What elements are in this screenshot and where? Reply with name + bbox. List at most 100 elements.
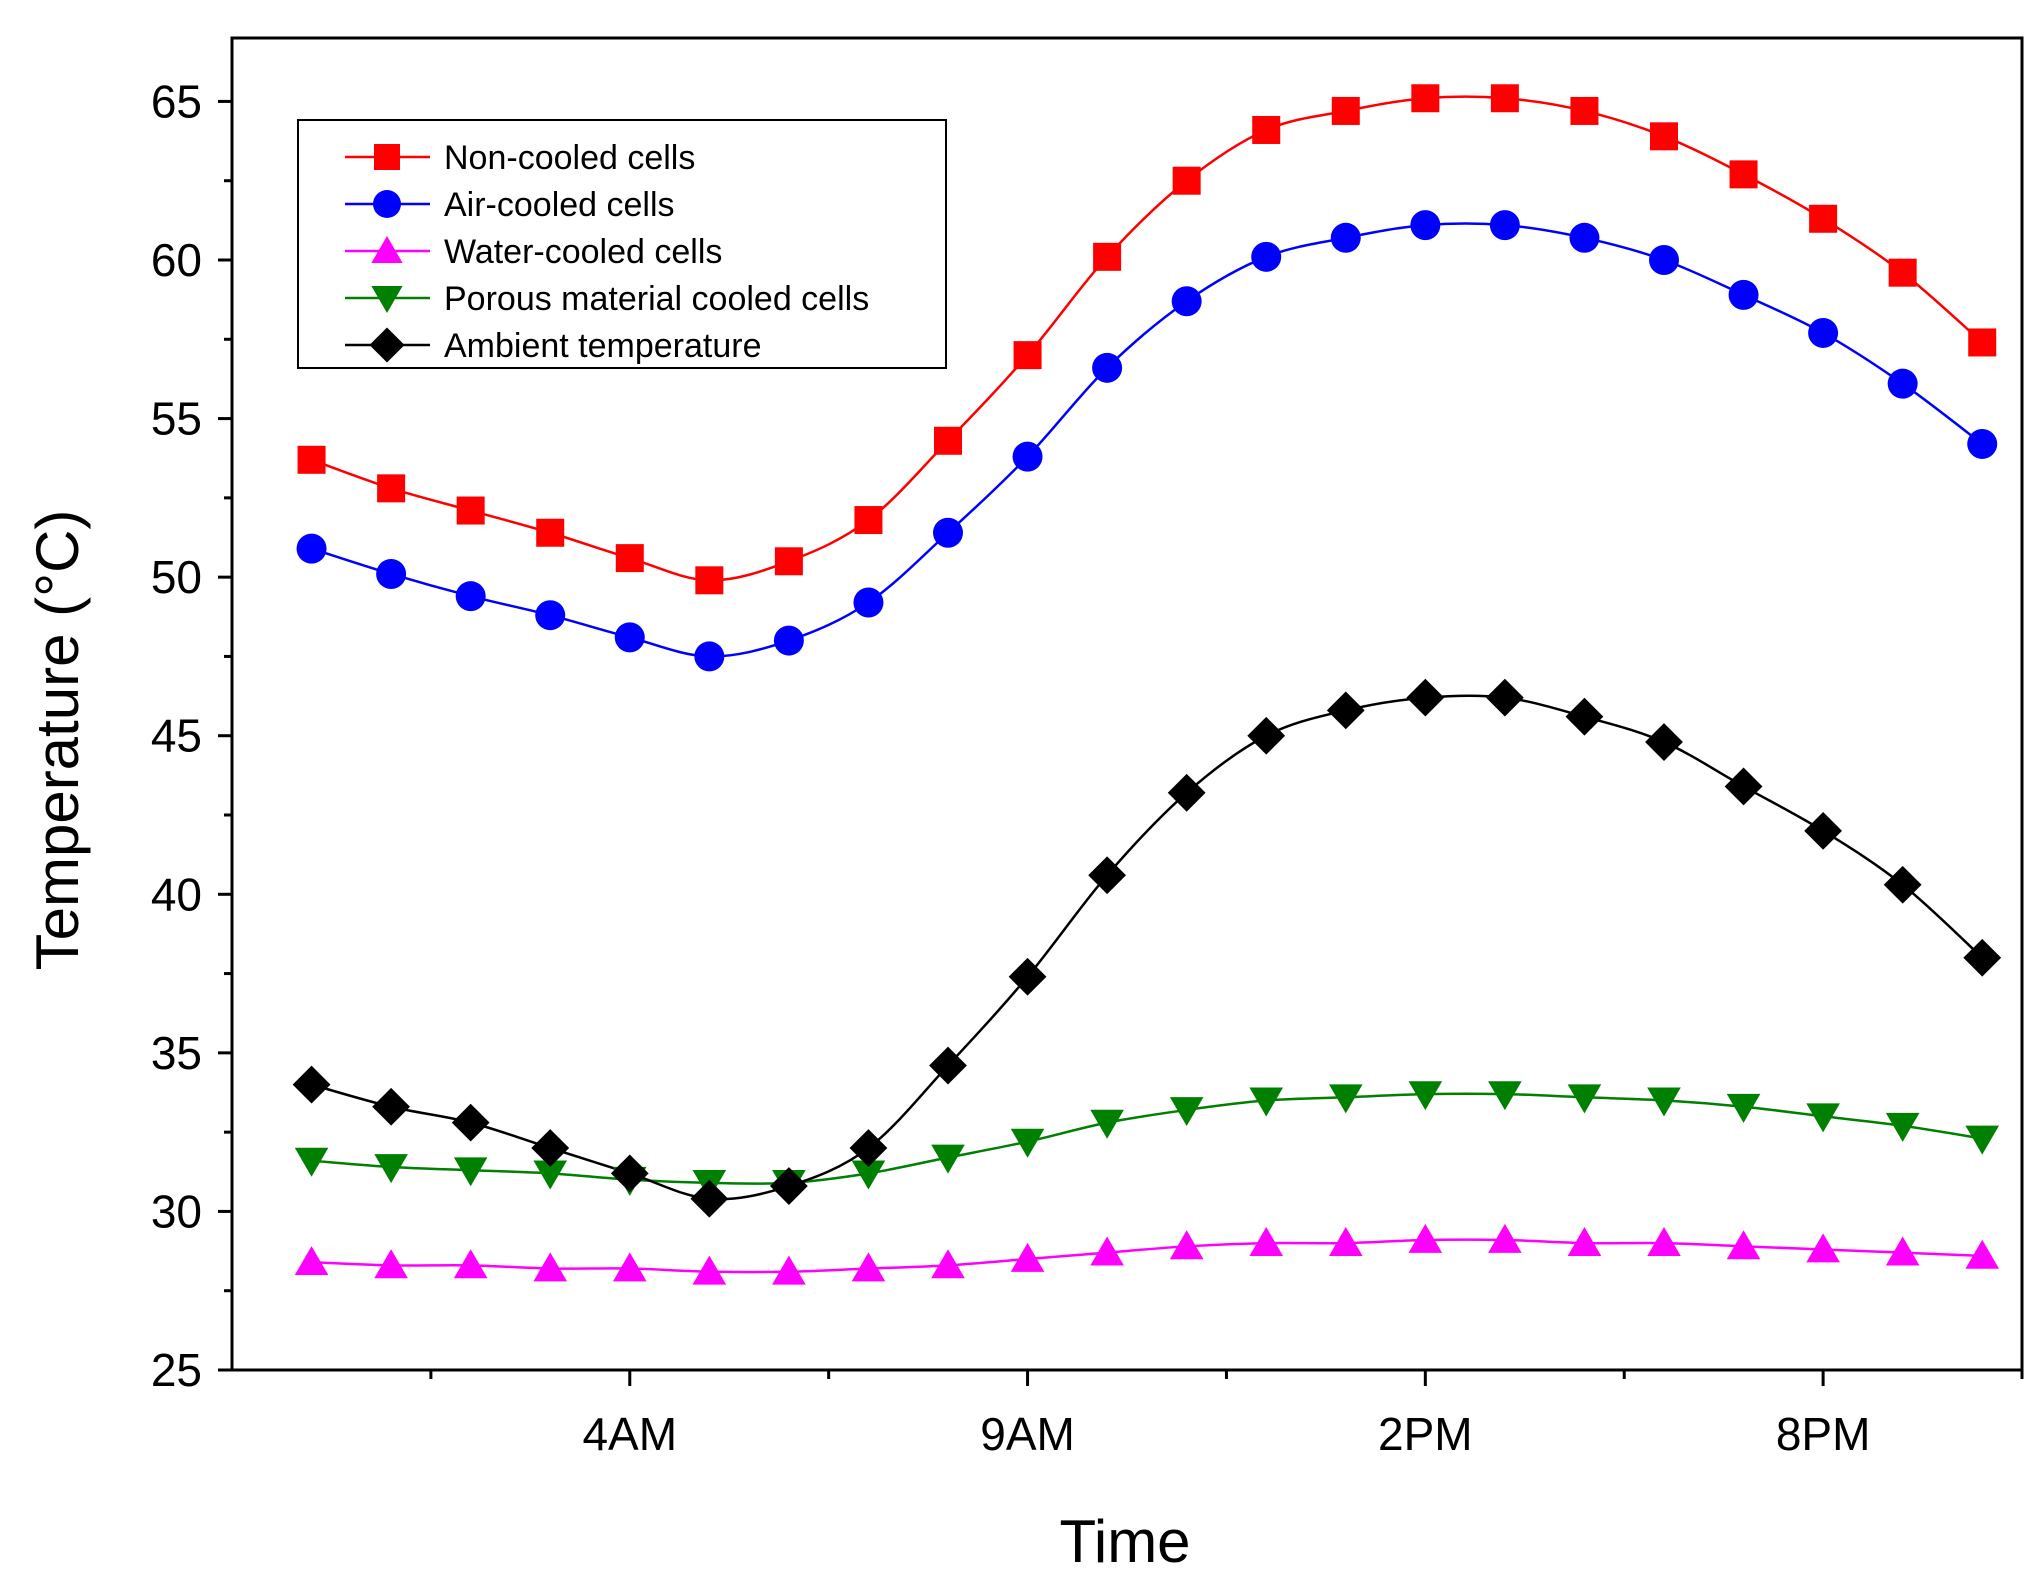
marker-air-cooled-cells <box>1489 210 1520 241</box>
marker-water-cooled-cells <box>1249 1227 1284 1257</box>
marker-non-cooled-cells <box>774 547 803 576</box>
marker-non-cooled-cells <box>1968 328 1997 357</box>
marker-porous-material-cooled-cells <box>1726 1093 1761 1123</box>
marker-porous-material-cooled-cells <box>1806 1103 1840 1133</box>
marker-non-cooled-cells <box>297 445 326 474</box>
marker-air-cooled-cells <box>1887 368 1918 399</box>
marker-air-cooled-cells <box>1728 279 1759 310</box>
marker-air-cooled-cells <box>376 558 407 589</box>
x-tick-label: 2PM <box>1378 1408 1473 1460</box>
legend: Non-cooled cells Air-cooled cells Water-co… <box>297 119 947 369</box>
x-tick-label: 9AM <box>980 1408 1075 1460</box>
y-tick-label: 45 <box>151 710 202 762</box>
marker-air-cooled-cells <box>296 533 327 564</box>
legend-marker-porous-material-cooled-cells <box>371 286 403 313</box>
marker-ambient-temperature <box>849 1129 888 1167</box>
marker-ambient-temperature <box>1406 678 1445 717</box>
marker-ambient-temperature <box>451 1103 490 1142</box>
marker-air-cooled-cells <box>1569 222 1600 253</box>
line-porous-material-cooled-cells <box>311 1092 1983 1185</box>
marker-water-cooled-cells <box>692 1255 727 1285</box>
marker-water-cooled-cells <box>294 1246 329 1276</box>
line-air-cooled-cells <box>311 222 1983 658</box>
x-axis-ticks: 4AM 9AM 2PM 8PM <box>429 1370 2024 1460</box>
marker-water-cooled-cells <box>1567 1227 1602 1257</box>
marker-ambient-temperature <box>929 1046 967 1085</box>
marker-water-cooled-cells <box>1885 1236 1920 1266</box>
x-tick-label: 4AM <box>582 1408 677 1460</box>
marker-non-cooled-cells <box>1570 96 1599 125</box>
marker-porous-material-cooled-cells <box>294 1147 329 1177</box>
line-water-cooled-cells <box>311 1238 1983 1274</box>
marker-ambient-temperature <box>292 1065 331 1104</box>
marker-air-cooled-cells <box>1649 245 1679 275</box>
marker-ambient-temperature <box>1247 716 1286 755</box>
legend-label-non-cooled-cells: Non-cooled cells <box>444 139 695 177</box>
legend-marker-ambient-temperature <box>369 327 405 363</box>
marker-air-cooled-cells <box>1808 317 1839 348</box>
x-tick-label: 8PM <box>1776 1408 1871 1460</box>
marker-air-cooled-cells <box>773 625 804 656</box>
marker-porous-material-cooled-cells <box>453 1157 488 1187</box>
marker-water-cooled-cells <box>1090 1236 1124 1266</box>
marker-porous-material-cooled-cells <box>1408 1081 1443 1111</box>
marker-ambient-temperature <box>1804 811 1843 850</box>
legend-items: Non-cooled cells Air-cooled cells Water-co… <box>345 139 869 365</box>
legend-label-porous-material-cooled-cells: Porous material cooled cells <box>444 280 869 318</box>
marker-non-cooled-cells <box>1650 122 1678 151</box>
marker-air-cooled-cells <box>1092 352 1123 383</box>
marker-porous-material-cooled-cells <box>1647 1087 1681 1117</box>
marker-water-cooled-cells <box>1488 1223 1522 1253</box>
marker-porous-material-cooled-cells <box>1567 1084 1602 1114</box>
marker-air-cooled-cells <box>1012 441 1043 472</box>
line-ambient-temperature <box>311 694 1984 1201</box>
series-lines <box>311 95 1984 1274</box>
y-tick-label: 60 <box>151 234 202 286</box>
marker-non-cooled-cells <box>1809 204 1838 233</box>
y-tick-label: 35 <box>151 1027 202 1079</box>
marker-porous-material-cooled-cells <box>1965 1125 2000 1155</box>
marker-ambient-temperature <box>1883 865 1922 904</box>
marker-ambient-temperature <box>1724 767 1763 806</box>
marker-non-cooled-cells <box>536 518 565 547</box>
y-axis-ticks: 25 30 35 40 45 50 55 60 65 <box>151 75 232 1396</box>
marker-non-cooled-cells <box>456 496 485 525</box>
marker-non-cooled-cells <box>1093 242 1122 271</box>
marker-air-cooled-cells <box>933 517 963 548</box>
marker-water-cooled-cells <box>1328 1227 1363 1257</box>
marker-water-cooled-cells <box>1169 1230 1204 1260</box>
marker-water-cooled-cells <box>612 1252 647 1282</box>
marker-air-cooled-cells <box>1967 428 1998 459</box>
marker-ambient-temperature <box>372 1087 411 1126</box>
marker-air-cooled-cells <box>614 622 645 653</box>
marker-non-cooled-cells <box>1252 115 1281 144</box>
y-tick-label: 40 <box>151 868 202 920</box>
marker-porous-material-cooled-cells <box>1249 1087 1284 1117</box>
marker-non-cooled-cells <box>934 426 962 455</box>
y-tick-label: 25 <box>151 1344 202 1396</box>
marker-air-cooled-cells <box>853 587 884 618</box>
marker-non-cooled-cells <box>854 506 883 535</box>
legend-marker-air-cooled-cells <box>373 190 401 218</box>
marker-air-cooled-cells <box>694 641 725 672</box>
plot-frame <box>230 36 2024 1372</box>
marker-ambient-temperature <box>1565 697 1604 736</box>
marker-ambient-temperature <box>1008 957 1047 996</box>
marker-ambient-temperature <box>1963 938 2002 977</box>
marker-ambient-temperature <box>531 1129 570 1167</box>
marker-air-cooled-cells <box>535 600 566 631</box>
marker-porous-material-cooled-cells <box>851 1160 886 1190</box>
y-tick-label: 55 <box>151 393 202 445</box>
marker-ambient-temperature <box>1326 691 1365 730</box>
legend-label-water-cooled-cells: Water-cooled cells <box>444 233 722 271</box>
marker-non-cooled-cells <box>1729 160 1758 189</box>
marker-air-cooled-cells <box>1171 286 1202 317</box>
marker-air-cooled-cells <box>1330 222 1361 253</box>
marker-porous-material-cooled-cells <box>931 1144 965 1174</box>
series-markers <box>292 84 2002 1285</box>
marker-porous-material-cooled-cells <box>533 1160 568 1190</box>
marker-water-cooled-cells <box>1806 1233 1840 1263</box>
marker-ambient-temperature <box>769 1167 808 1205</box>
marker-porous-material-cooled-cells <box>1169 1097 1204 1127</box>
